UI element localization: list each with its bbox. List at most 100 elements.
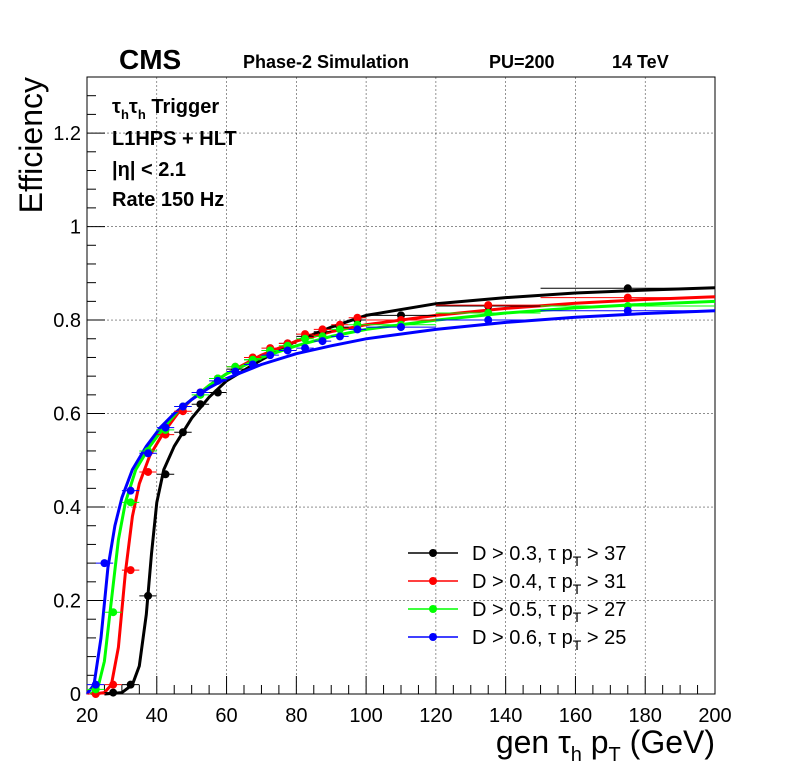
legend-marker xyxy=(429,605,437,613)
data-point xyxy=(144,467,153,476)
energy-label: 14 TeV xyxy=(612,52,669,72)
data-point xyxy=(266,351,275,360)
legend-pre: D > 0.4, τ p xyxy=(472,571,573,593)
data-point xyxy=(109,680,118,689)
legend-entry: D > 0.5, τ pT > 27 xyxy=(472,599,626,625)
x-tick-label: 100 xyxy=(349,705,382,727)
xlabel-mid: p xyxy=(582,724,609,760)
legend-marker xyxy=(429,549,437,557)
legend-sub: T xyxy=(573,637,582,653)
data-point xyxy=(109,608,118,617)
legend-entry: D > 0.4, τ pT > 31 xyxy=(472,571,626,597)
y-tick-label: 0.6 xyxy=(53,404,81,426)
data-point xyxy=(318,337,327,346)
y-tick-label: 1.2 xyxy=(53,123,81,145)
x-tick-label: 180 xyxy=(629,705,662,727)
y-tick-label: 0.2 xyxy=(53,591,81,613)
data-point xyxy=(484,316,493,325)
trigger-suffix: Trigger xyxy=(146,96,220,118)
legend-entry: D > 0.6, τ pT > 25 xyxy=(472,627,626,653)
algo-annotation: L1HPS + HLT xyxy=(112,128,237,150)
data-point xyxy=(178,428,187,437)
x-tick-label: 200 xyxy=(698,705,731,727)
legend-post: > 27 xyxy=(581,599,626,621)
data-point xyxy=(623,293,632,302)
xlabel-sub1: h xyxy=(571,744,582,766)
experiment-label: CMS xyxy=(119,44,181,75)
trigger-tau2: τ xyxy=(129,96,138,118)
x-tick-label: 80 xyxy=(285,705,307,727)
y-tick-label: 1 xyxy=(70,217,81,239)
rate-annotation: Rate 150 Hz xyxy=(112,189,224,211)
data-point xyxy=(100,559,109,568)
data-point xyxy=(335,325,344,334)
data-point xyxy=(126,498,135,507)
data-point xyxy=(91,680,100,689)
pileup-label: PU=200 xyxy=(489,52,555,72)
trigger-tau1: τ xyxy=(112,96,121,118)
x-tick-label: 40 xyxy=(146,705,168,727)
data-point xyxy=(397,323,405,332)
fit-curve xyxy=(104,286,716,696)
data-point xyxy=(161,470,170,479)
x-tick-label: 140 xyxy=(489,705,522,727)
data-point xyxy=(353,325,362,334)
simulation-label: Phase-2 Simulation xyxy=(243,52,409,72)
data-point xyxy=(248,360,257,369)
x-tick-label: 60 xyxy=(215,705,237,727)
trigger-sub2: h xyxy=(138,107,146,122)
x-tick-label: 160 xyxy=(559,705,592,727)
legend-post: > 25 xyxy=(581,627,626,649)
data-point xyxy=(213,388,222,397)
legend: D > 0.3, τ pT > 37D > 0.4, τ pT > 31D > … xyxy=(408,543,626,653)
data-point xyxy=(283,346,292,355)
data-point xyxy=(126,486,135,495)
data-point xyxy=(484,301,493,310)
data-point xyxy=(178,402,187,411)
xlabel-post: (GeV) xyxy=(621,724,715,760)
point-layer xyxy=(87,284,715,698)
y-tick-label: 0.8 xyxy=(53,310,81,332)
data-point xyxy=(301,344,310,353)
data-point xyxy=(484,309,493,318)
x-tick-label: 20 xyxy=(76,705,98,727)
y-tick-label: 0.4 xyxy=(53,497,81,519)
tick-layer: 20 40 60 80 100 120 140 160 180 200 0 0.2 0.4 0.6 0.8 1… xyxy=(53,95,732,727)
data-point xyxy=(109,688,118,697)
data-point xyxy=(623,284,632,293)
data-point xyxy=(318,325,327,334)
trigger-annotation: τhτh Trigger xyxy=(112,96,219,122)
y-tick-label: 0 xyxy=(70,684,81,706)
data-point xyxy=(196,388,205,397)
legend-pre: D > 0.5, τ p xyxy=(472,599,573,621)
data-point xyxy=(161,423,170,432)
data-point xyxy=(231,367,240,376)
data-point xyxy=(353,313,362,322)
data-point xyxy=(144,591,153,600)
legend-sub: T xyxy=(573,609,582,625)
data-point xyxy=(144,449,153,458)
data-point xyxy=(126,566,135,575)
legend-marker xyxy=(429,577,437,585)
legend-post: > 31 xyxy=(581,571,626,593)
eta-annotation: |η| < 2.1 xyxy=(112,159,186,181)
legend-sub: T xyxy=(573,581,582,597)
data-point xyxy=(196,400,205,409)
legend-pre: D > 0.3, τ p xyxy=(472,543,573,565)
data-point xyxy=(335,332,344,341)
trigger-sub1: h xyxy=(121,107,129,122)
y-axis-title: Efficiency xyxy=(13,77,49,213)
legend-marker xyxy=(429,633,437,641)
data-point xyxy=(213,376,222,385)
legend-entry: D > 0.3, τ pT > 37 xyxy=(472,543,626,569)
data-point xyxy=(623,306,632,315)
data-point xyxy=(301,334,310,343)
x-tick-label: 120 xyxy=(419,705,452,727)
xlabel-sub2: T xyxy=(609,744,621,766)
legend-pre: D > 0.6, τ p xyxy=(472,627,573,649)
data-point xyxy=(126,680,135,689)
x-axis-title: gen τh pT (GeV) xyxy=(496,724,715,766)
legend-sub: T xyxy=(573,553,582,569)
